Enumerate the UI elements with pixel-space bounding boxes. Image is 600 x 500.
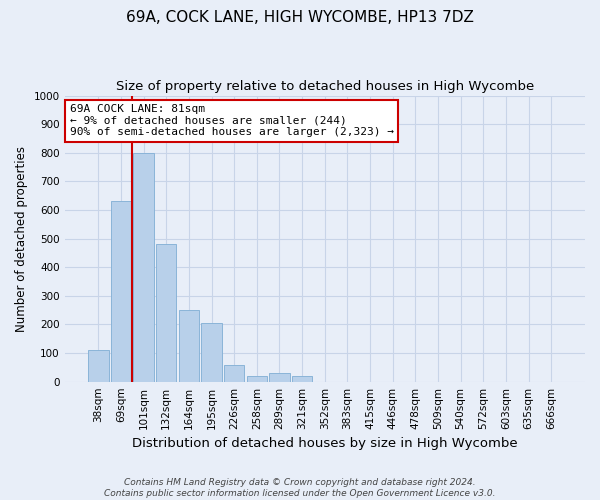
Bar [292, 376, 313, 382]
Text: Contains HM Land Registry data © Crown copyright and database right 2024.
Contai: Contains HM Land Registry data © Crown c… [104, 478, 496, 498]
Text: 69A, COCK LANE, HIGH WYCOMBE, HP13 7DZ: 69A, COCK LANE, HIGH WYCOMBE, HP13 7DZ [126, 10, 474, 25]
Bar [202, 323, 222, 382]
Bar [247, 376, 267, 382]
Bar [88, 350, 109, 382]
X-axis label: Distribution of detached houses by size in High Wycombe: Distribution of detached houses by size … [132, 437, 518, 450]
Bar [179, 310, 199, 382]
Bar [111, 202, 131, 382]
Text: 69A COCK LANE: 81sqm
← 9% of detached houses are smaller (244)
90% of semi-detac: 69A COCK LANE: 81sqm ← 9% of detached ho… [70, 104, 394, 138]
Y-axis label: Number of detached properties: Number of detached properties [15, 146, 28, 332]
Title: Size of property relative to detached houses in High Wycombe: Size of property relative to detached ho… [116, 80, 534, 93]
Bar [224, 364, 244, 382]
Bar [156, 244, 176, 382]
Bar [133, 153, 154, 382]
Bar [269, 373, 290, 382]
